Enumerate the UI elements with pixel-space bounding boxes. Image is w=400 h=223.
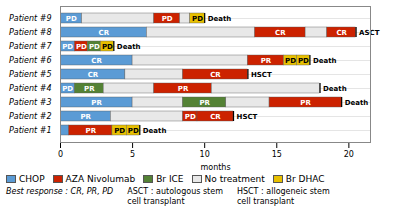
- svg-text:months: months: [200, 163, 230, 172]
- svg-text:CR: CR: [98, 29, 109, 37]
- svg-text:PR: PR: [86, 127, 97, 135]
- svg-text:Death: Death: [345, 99, 369, 107]
- html-text:Br DHAC: Br DHAC: [285, 174, 325, 184]
- svg-text:Death: Death: [208, 15, 232, 23]
- svg-text:PD: PD: [76, 43, 87, 51]
- svg-text:PD: PD: [114, 127, 125, 135]
- svg-text:CR: CR: [91, 57, 102, 65]
- svg-text:PR: PR: [261, 57, 272, 65]
- svg-text:CR: CR: [275, 29, 286, 37]
- svg-text:20: 20: [344, 150, 354, 159]
- svg-text:CR: CR: [210, 71, 221, 79]
- svg-text:PD: PD: [62, 85, 73, 93]
- svg-text:Patient #5: Patient #5: [9, 70, 52, 79]
- svg-text:PR: PR: [84, 85, 95, 93]
- svg-text:PD: PD: [285, 57, 296, 65]
- svg-text:PR: PR: [300, 99, 311, 107]
- svg-text:10: 10: [200, 150, 210, 159]
- svg-text:PR: PR: [80, 113, 91, 121]
- svg-text:PD: PD: [128, 127, 139, 135]
- svg-text:CR: CR: [88, 71, 99, 79]
- svg-text:ASCT: ASCT: [359, 29, 380, 37]
- svg-text:CR: CR: [336, 29, 347, 37]
- svg-text:CR: CR: [210, 113, 221, 121]
- svg-text:Death: Death: [323, 85, 347, 93]
- svg-text:Patient #9: Patient #9: [9, 14, 52, 23]
- svg-text:Death: Death: [313, 57, 337, 65]
- svg-text:PD: PD: [66, 15, 77, 23]
- svg-text:PR: PR: [91, 99, 102, 107]
- svg-text:PD: PD: [89, 43, 100, 51]
- svg-text:HSCT: HSCT: [251, 71, 272, 79]
- svg-text:5: 5: [130, 150, 135, 159]
- svg-text:PD: PD: [185, 113, 196, 121]
- html-text:HSCT : allogeneic stem cell tr: HSCT : allogeneic stem cell transplant: [236, 187, 330, 206]
- html-text:No treatment: No treatment: [204, 174, 265, 184]
- svg-text:Patient #3: Patient #3: [9, 98, 52, 107]
- svg-text:Patient #4: Patient #4: [9, 84, 52, 93]
- html-text:ASCT : autologous stem cell tr: ASCT : autologous stem cell transplant: [127, 187, 223, 206]
- html-text:AZA Nivolumab: AZA Nivolumab: [65, 174, 136, 184]
- svg-text:PR: PR: [199, 99, 210, 107]
- html-text:Best response : CR, PR, PD: Best response : CR, PR, PD: [6, 187, 114, 196]
- svg-text:Patient #2: Patient #2: [9, 112, 52, 121]
- svg-text:Death: Death: [143, 127, 167, 135]
- svg-text:PD: PD: [162, 15, 173, 23]
- svg-text:Patient #6: Patient #6: [9, 56, 52, 65]
- svg-text:Patient #8: Patient #8: [9, 28, 52, 37]
- html-text:CHOP: CHOP: [19, 174, 45, 184]
- html-text:Br ICE: Br ICE: [156, 174, 184, 184]
- svg-text:PD: PD: [62, 43, 73, 51]
- svg-text:Patient #1: Patient #1: [9, 126, 52, 135]
- svg-text:PD: PD: [298, 57, 309, 65]
- svg-text:Patient #7: Patient #7: [9, 42, 52, 51]
- svg-text:0: 0: [58, 150, 63, 159]
- svg-text:PR: PR: [178, 85, 189, 93]
- svg-text:Death: Death: [117, 43, 141, 51]
- svg-text:15: 15: [272, 150, 282, 159]
- svg-text:HSCT: HSCT: [237, 113, 258, 121]
- svg-text:PD: PD: [102, 43, 113, 51]
- svg-text:PD: PD: [192, 15, 203, 23]
